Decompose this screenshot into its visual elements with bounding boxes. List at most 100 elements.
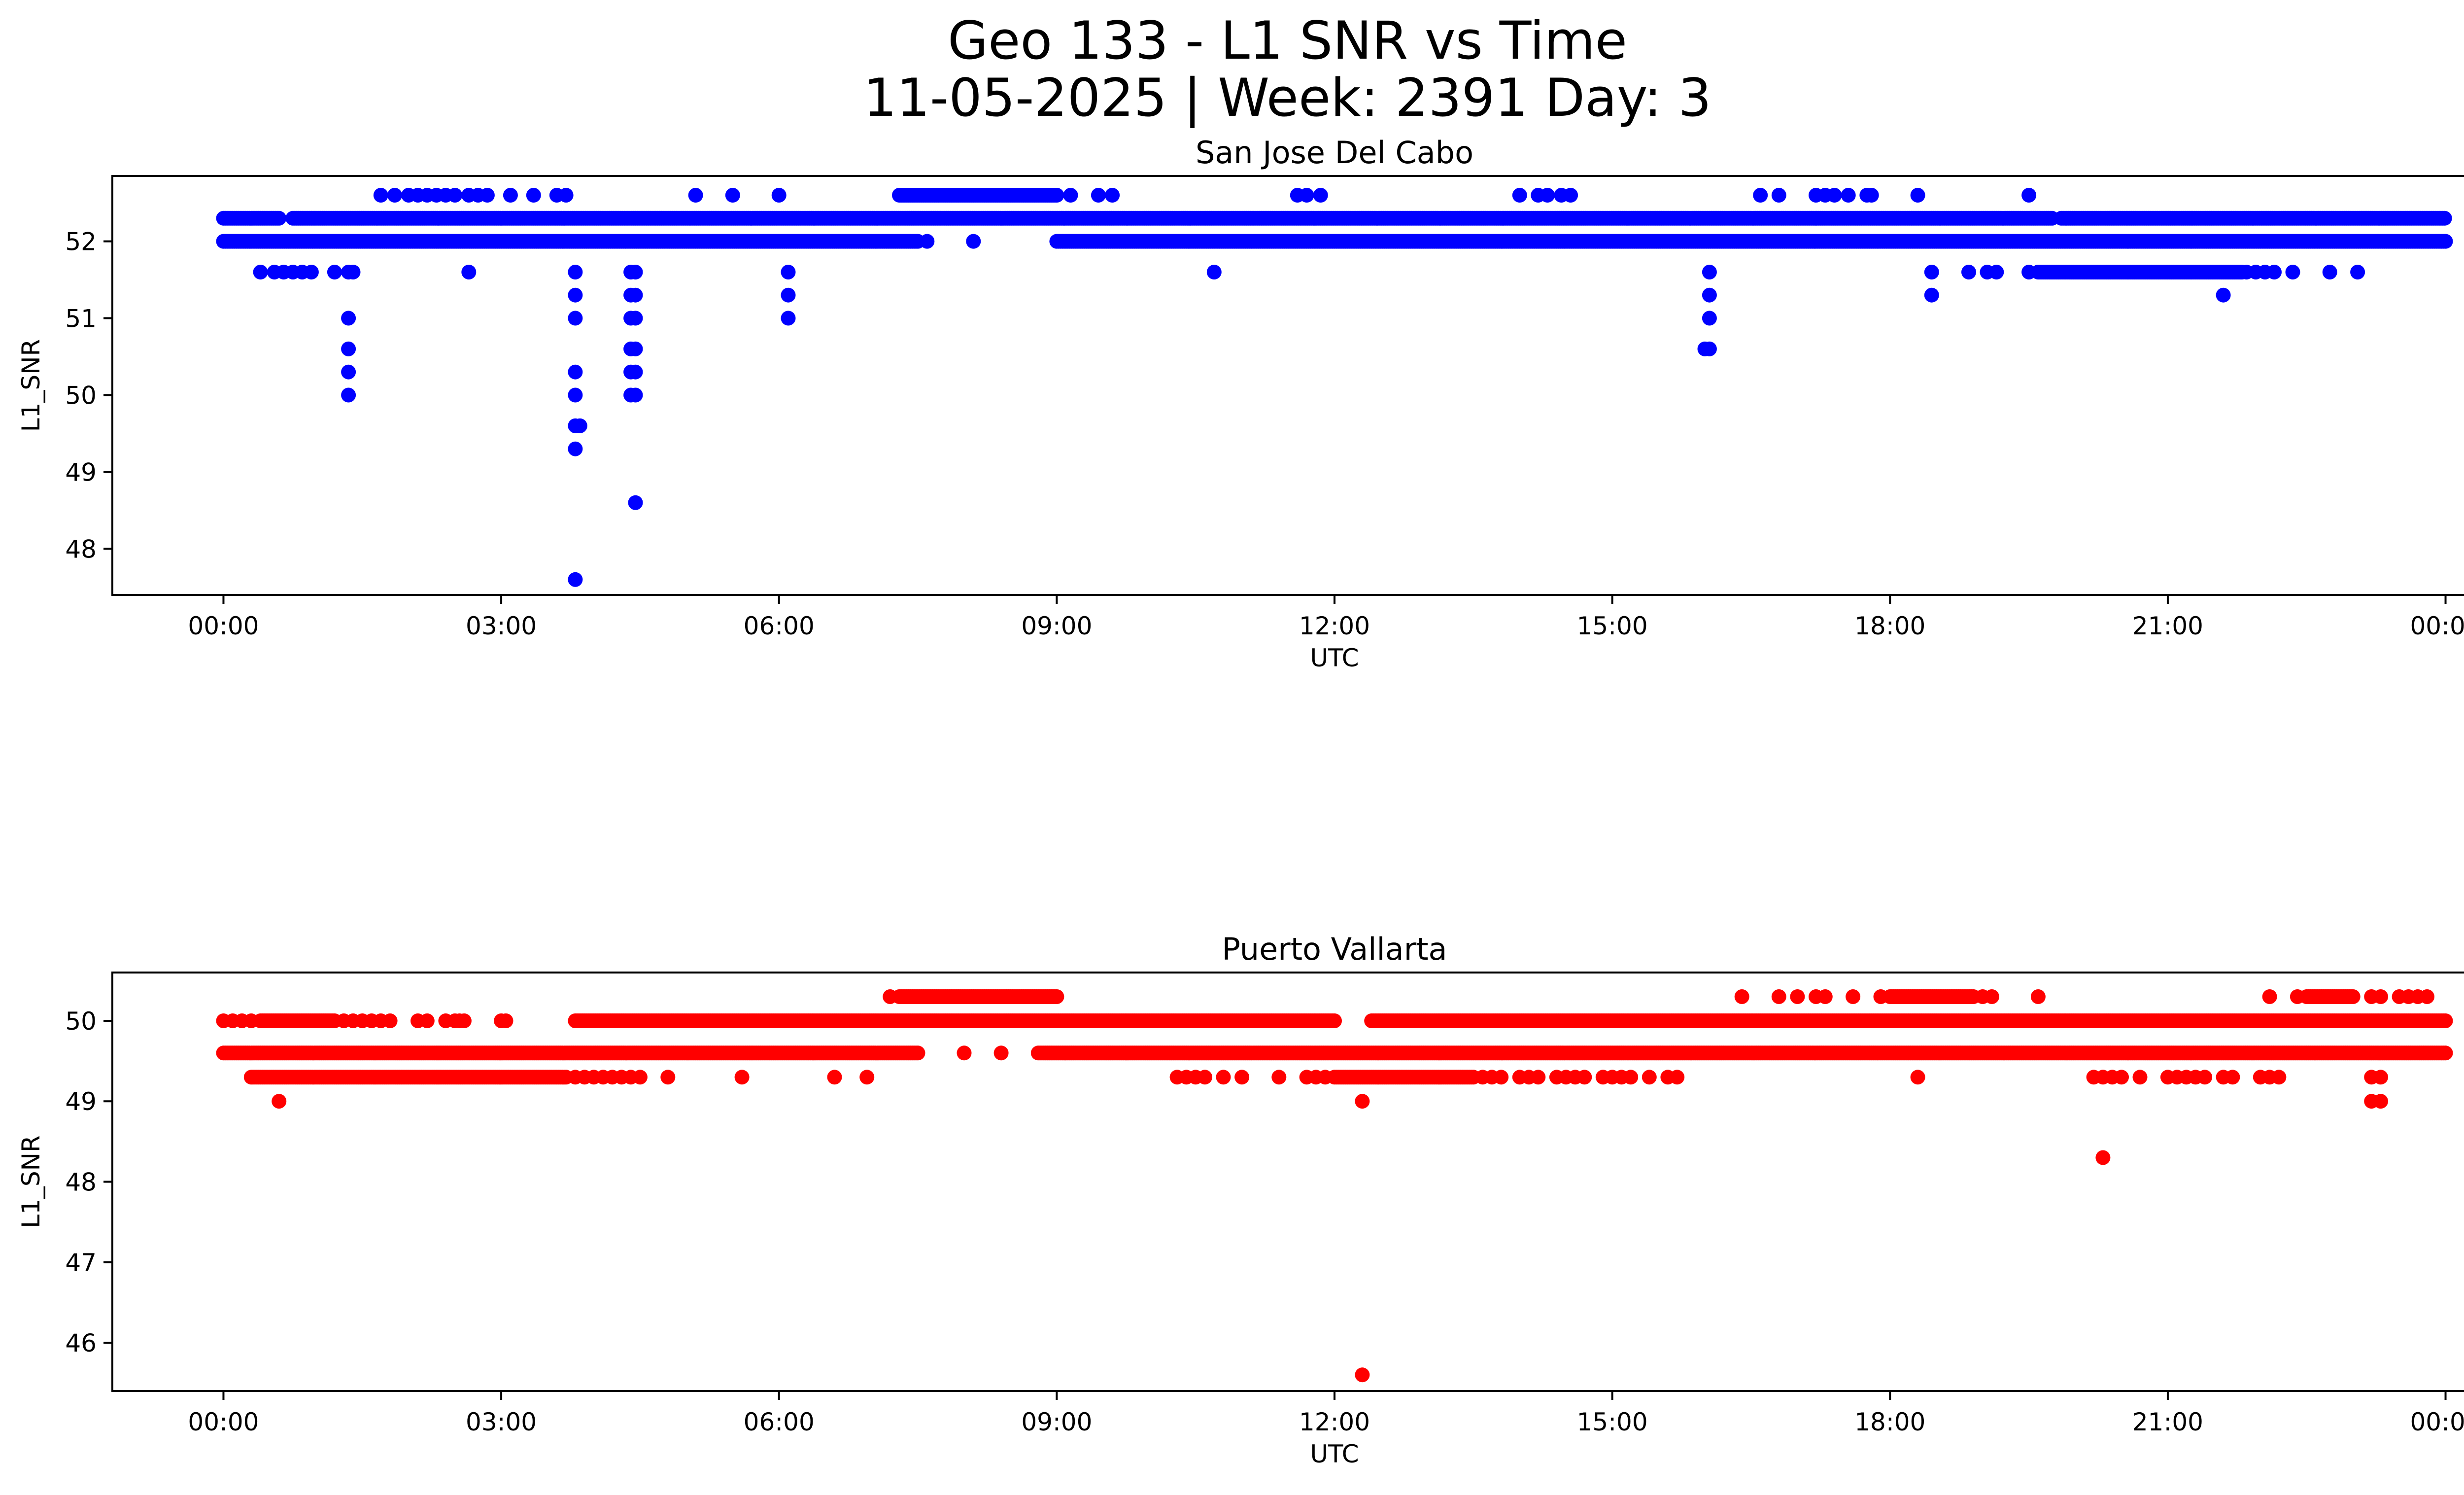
data-point [1924,287,1939,303]
data-point [1753,188,1768,203]
data-point [1702,311,1717,326]
data-point [568,572,583,587]
x-tick-label: 00:00 [188,612,259,640]
data-point [1989,265,2004,279]
data-point [781,287,796,303]
data-point [628,341,643,356]
y-tick-label: 52 [65,228,97,256]
data-point [2438,1045,2453,1061]
y-tick-label: 48 [65,535,97,563]
data-point [387,188,402,203]
data-point [1702,287,1717,303]
data-point [503,188,518,203]
x-tick-label: 09:00 [1021,612,1092,640]
data-point [628,495,643,510]
data-point [526,188,541,203]
data-point [628,287,643,303]
data-point [1105,188,1120,203]
data-point [341,311,356,326]
data-point [1206,265,1222,279]
y-tick-label: 49 [65,458,97,487]
x-tick-label: 18:00 [1854,612,1925,640]
x-tick-label: 06:00 [744,612,815,640]
data-point [1771,188,1786,203]
data-point [966,234,981,249]
data-point [1299,188,1314,203]
data-point [781,311,796,326]
data-point [1827,188,1842,203]
x-axis-label: UTC [1310,644,1359,672]
data-point [781,265,796,279]
data-point [447,188,463,203]
data-point [1063,188,1078,203]
data-point [1313,188,1328,203]
data-point [725,188,740,203]
data-point [568,311,583,326]
data-point [479,188,495,203]
data-point [373,188,388,203]
data-point [1327,1013,1342,1028]
data-point [910,1045,925,1061]
data-point [568,287,583,303]
data-point [2438,1013,2453,1028]
data-point [1702,265,1717,279]
x-tick-label: 03:00 [466,612,537,640]
data-points [216,989,2453,1383]
data-point [568,441,583,456]
data-point [2437,210,2452,226]
data-point [558,188,574,203]
puerto-vallarta-plot: 00:00 03:00 06:00 09:00 12:00 15:00 18:00 21:00… [17,931,2464,1468]
data-point [2438,234,2453,249]
data-point [628,265,643,279]
subplot-title: San Jose Del Cabo [1196,135,1473,171]
data-point [1091,188,1106,203]
figure-subtitle: 11-05-2025 | Week: 2391 Day: 3 [863,68,1711,128]
data-point [341,387,356,403]
data-point [1961,265,1976,279]
data-point [2021,265,2037,279]
data-points [216,188,2453,587]
data-point [341,341,356,356]
x-tick-label: 12:00 [1299,612,1370,640]
data-point [345,265,361,279]
data-point [1841,188,1856,203]
data-point [572,418,587,433]
data-point [327,265,342,279]
data-point [2322,265,2337,279]
data-point [1049,188,1064,203]
data-point [568,387,583,403]
data-point [920,234,935,249]
data-point [568,364,583,380]
data-point [2216,287,2231,303]
data-point [1924,265,1939,279]
x-tick-label: 15:00 [1577,612,1648,640]
data-point [628,387,643,403]
data-point [771,188,787,203]
data-point [2285,265,2300,279]
data-point [461,265,477,279]
data-point [2021,188,2037,203]
san-jose-del-cabo-plot: 00:00 03:00 06:00 09:00 12:00 15:00 18:00 21:00… [17,135,2464,672]
x-tick-label: 21:00 [2132,612,2203,640]
data-point [1512,188,1527,203]
figure-title: Geo 133 - L1 SNR vs Time [947,10,1628,71]
data-point [1910,188,1925,203]
data-point [253,265,268,279]
x-tick-label: 00:00 [2410,612,2464,640]
data-point [304,265,319,279]
data-point [688,188,703,203]
data-point [341,364,356,380]
y-axis-label: L1_SNR [17,339,45,432]
data-point [1563,188,1578,203]
data-point [2350,265,2365,279]
y-tick-label: 51 [65,305,97,333]
data-point [628,311,643,326]
data-point [1697,341,1712,356]
data-point [1540,188,1555,203]
data-point [2267,265,2282,279]
data-point [628,364,643,380]
y-tick-label: 50 [65,381,97,410]
data-point [272,210,287,226]
data-point [1864,188,1879,203]
